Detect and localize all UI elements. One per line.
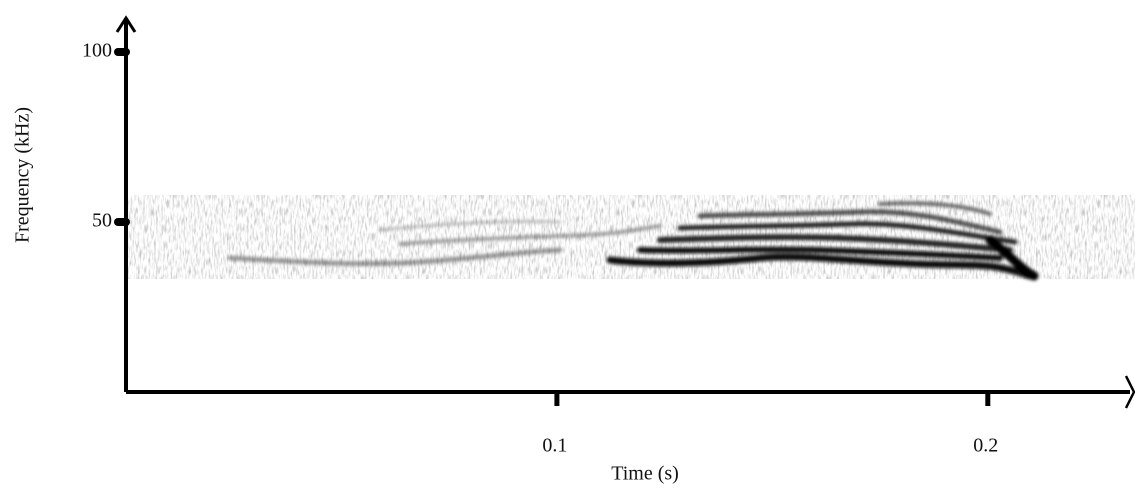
- y-tick-label: 100: [82, 40, 112, 62]
- y-axis-label: Frequency (kHz): [12, 107, 34, 243]
- x-axis-arrow: [1124, 375, 1135, 409]
- spectrogram: [126, 195, 1135, 281]
- harmonics: [227, 201, 1039, 281]
- x-tick-label: 0.1: [542, 435, 567, 457]
- y-tick-label: 50: [92, 210, 112, 232]
- x-tick-label: 0.2: [973, 435, 998, 457]
- y-axis-arrow: [115, 15, 137, 33]
- x-axis-label: Time (s): [611, 463, 679, 485]
